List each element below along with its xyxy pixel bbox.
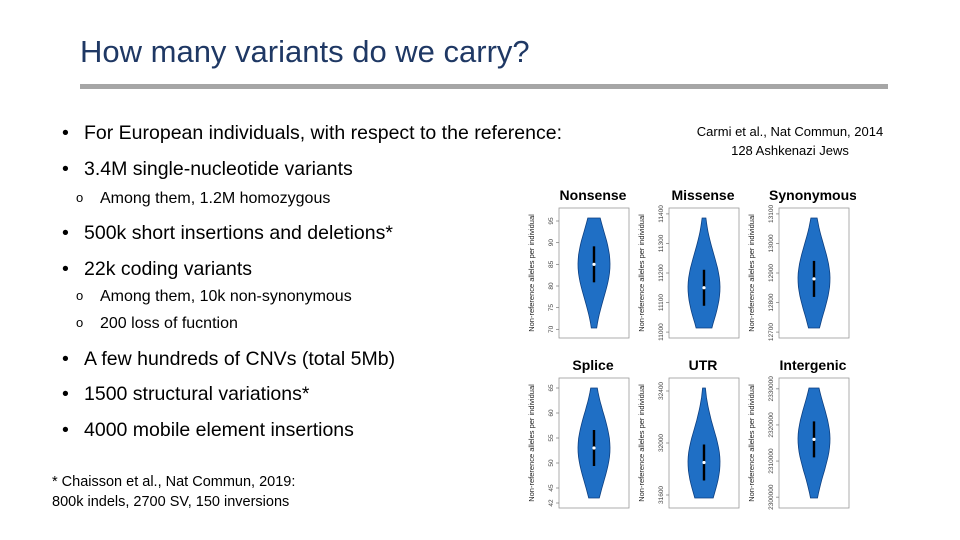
- subbullet-text: 200 loss of fucntion: [100, 315, 238, 332]
- tick-label: 11400: [658, 205, 665, 223]
- y-axis-label: Non-reference alleles per individual: [747, 214, 756, 332]
- y-axis-label: Non-reference alleles per individual: [637, 214, 646, 332]
- footnote-line: 800k indels, 2700 SV, 150 inversions: [52, 494, 290, 510]
- tick-label: 50: [548, 459, 555, 467]
- bullet-dot-icon: •: [62, 419, 69, 441]
- bullet-dot-icon: •: [62, 158, 69, 180]
- tick-label: 55: [548, 434, 555, 442]
- panel-frame: [558, 207, 630, 339]
- tick-label: 85: [548, 260, 555, 268]
- bullet-text: 3.4M single-nucleotide variants: [84, 158, 353, 180]
- panel-title: Splice: [572, 357, 613, 373]
- tick-label: 2330000: [768, 376, 775, 402]
- panel-title: Synonymous: [769, 187, 856, 203]
- y-axis-label: Non-reference alleles per individual: [747, 384, 756, 502]
- median-point: [812, 277, 816, 281]
- bullet-dot-icon: •: [62, 258, 69, 280]
- panel-title: Nonsense: [560, 187, 627, 203]
- tick-label: 2310000: [768, 448, 775, 474]
- median-point: [702, 460, 706, 465]
- tick-label: 11100: [658, 294, 665, 311]
- bullet-text: For European individuals, with respect t…: [84, 122, 563, 144]
- tick-label: 13100: [768, 204, 775, 222]
- tick-label: 60: [548, 409, 555, 417]
- bullet-dot-icon: •: [62, 348, 69, 370]
- tick-label: 32000: [658, 434, 665, 452]
- panel-title: Intergenic: [780, 357, 847, 373]
- bullet-dot-icon: •: [62, 222, 69, 244]
- violin-shape: [687, 387, 721, 499]
- panel-title: UTR: [689, 357, 718, 373]
- tick-label: 75: [548, 304, 555, 312]
- median-point: [812, 437, 816, 441]
- y-axis-label: Non-reference alleles per individual: [527, 214, 536, 332]
- footnote-line: * Chaisson et al., Nat Commun, 2019:: [52, 474, 296, 490]
- y-axis-label: Non-reference alleles per individual: [527, 384, 536, 502]
- bullet-text: 22k coding variants: [84, 258, 253, 280]
- footnote: * Chaisson et al., Nat Commun, 2019: 800…: [52, 472, 295, 512]
- bullet-text: 1500 structural variations*: [84, 383, 310, 405]
- tick-label: 42: [548, 499, 555, 507]
- median-point: [592, 262, 596, 266]
- bullet-dot-icon: •: [62, 383, 69, 405]
- violin-panel: Intergenic Non-reference alleles per indi…: [747, 357, 850, 510]
- subbullet-circle-icon: o: [76, 190, 84, 205]
- violin-panel: Nonsense Non-reference alleles per indivi…: [527, 187, 630, 339]
- tick-label: 32400: [658, 382, 665, 400]
- median-point: [702, 286, 706, 290]
- citation-line: 128 Ashkenazi Jews: [731, 143, 849, 158]
- slide-title: How many variants do we carry?: [80, 34, 530, 69]
- title-divider: [80, 84, 888, 89]
- bullet-text: A few hundreds of CNVs (total 5Mb): [84, 348, 396, 370]
- tick-label: 95: [548, 217, 555, 225]
- bullet-text: 4000 mobile element insertions: [84, 419, 354, 441]
- tick-label: 70: [548, 325, 555, 333]
- tick-label: 2320000: [768, 412, 775, 438]
- panel-frame: [558, 377, 630, 509]
- panel-title: Missense: [671, 187, 734, 203]
- subbullet-text: Among them, 10k non-synonymous: [100, 288, 352, 305]
- tick-label: 11300: [658, 234, 665, 252]
- tick-label: 11000: [658, 323, 665, 341]
- tick-label: 2300000: [768, 484, 775, 510]
- tick-label: 12900: [768, 264, 775, 282]
- subbullet-text: Among them, 1.2M homozygous: [100, 190, 331, 207]
- tick-label: 11200: [658, 264, 665, 282]
- bullet-dot-icon: •: [62, 122, 69, 144]
- tick-label: 13000: [768, 234, 775, 252]
- tick-label: 31600: [658, 486, 665, 504]
- violin-plot-grid: Nonsense Non-reference alleles per indivi…: [527, 187, 857, 510]
- tick-label: 45: [548, 484, 555, 492]
- citation: Carmi et al., Nat Commun, 2014 128 Ashke…: [670, 122, 910, 160]
- violin-figure: Nonsense Non-reference alleles per indivi…: [526, 180, 857, 520]
- violin-panel: Synonymous Non-reference alleles per indi…: [747, 187, 857, 341]
- y-axis-label: Non-reference alleles per individual: [637, 384, 646, 502]
- subbullet-circle-icon: o: [76, 315, 84, 330]
- tick-label: 80: [548, 282, 555, 290]
- median-point: [592, 446, 596, 450]
- violin-panel: UTR Non-reference alleles per individual 3…: [637, 357, 740, 509]
- violin-panel: Missense Non-reference alleles per indivi…: [637, 187, 740, 341]
- tick-label: 65: [548, 384, 555, 392]
- subbullet-circle-icon: o: [76, 288, 84, 303]
- violin-panel: Splice Non-reference alleles per individu…: [527, 357, 630, 509]
- tick-label: 12800: [768, 293, 775, 311]
- panel-frame: [778, 377, 850, 509]
- tick-label: 90: [548, 239, 555, 247]
- tick-label: 12700: [768, 323, 775, 341]
- bullet-text: 500k short insertions and deletions*: [84, 222, 393, 244]
- citation-line: Carmi et al., Nat Commun, 2014: [696, 124, 884, 139]
